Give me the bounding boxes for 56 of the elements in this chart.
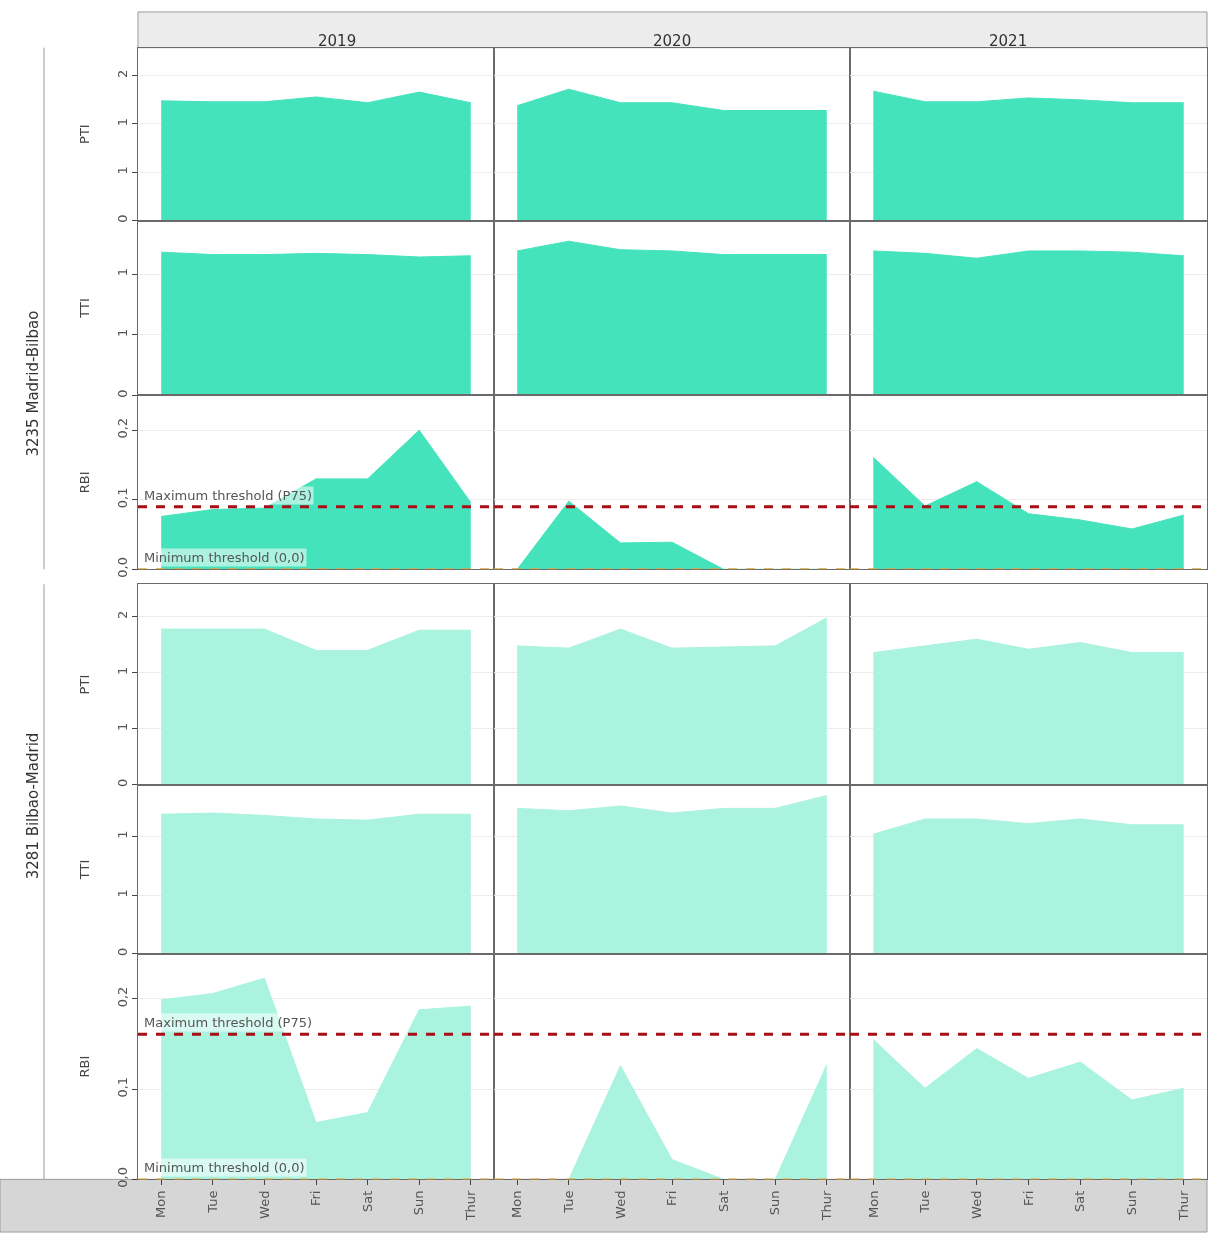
x-tick-label: Wed (612, 1190, 628, 1219)
x-tick-label: Fri (308, 1190, 324, 1207)
y-tick-label: 1 (114, 166, 130, 175)
y-axis-title: PTI (76, 674, 92, 695)
y-tick-label: 1 (114, 889, 130, 898)
y-tick-label: 0,0 (114, 557, 130, 578)
y-axis-title: RBI (76, 1055, 92, 1078)
x-tick-label: Mon (509, 1190, 525, 1218)
y-axis-title: TTI (76, 298, 92, 319)
ref-line-label: Maximum threshold (P75) (144, 488, 313, 503)
x-tick-label: Sun (1124, 1190, 1140, 1216)
y-tick-label: 1 (114, 666, 130, 675)
y-tick-label: 2 (114, 69, 130, 78)
y-tick-label: 0,1 (114, 487, 130, 509)
x-tick-label: Mon (865, 1190, 881, 1218)
y-tick-label: 1 (114, 830, 130, 839)
x-tick-label: Wed (256, 1190, 272, 1219)
x-tick-label: Sat (359, 1190, 375, 1212)
x-tick-label: Sun (411, 1190, 427, 1216)
y-tick-label: 1 (114, 117, 130, 127)
y-tick-label: 2 (114, 610, 130, 619)
y-tick-label: 1 (114, 267, 130, 277)
text: 3281 Bilbao-Madrid (23, 732, 42, 880)
y-tick-label: 0,2 (114, 417, 130, 439)
y-tick-label: 0,1 (114, 1076, 130, 1098)
x-tick-label: Sun (767, 1190, 783, 1216)
y-tick-label: 1 (114, 328, 130, 337)
y-tick-label: 0 (114, 389, 130, 398)
chart-title: 2019 (318, 32, 357, 50)
y-tick-label: 1 (114, 722, 130, 732)
x-tick-label: Tue (561, 1190, 577, 1214)
ref-line-label: Minimum threshold (0,0) (144, 1160, 305, 1175)
x-tick-label: Tue (917, 1190, 933, 1214)
ref-line-label: Maximum threshold (P75) (144, 1015, 313, 1030)
x-tick-label: Thur (463, 1189, 479, 1222)
x-tick-label: Thur (819, 1189, 835, 1222)
x-tick-label: Thur (1175, 1189, 1191, 1222)
ref-line-label: Minimum threshold (0,0) (144, 550, 305, 565)
x-tick-label: Sat (715, 1190, 731, 1212)
chart-title: 2021 (989, 32, 1028, 50)
y-tick-label: 0 (114, 947, 130, 957)
y-axis-title: PTI (76, 124, 92, 144)
x-tick-label: Fri (664, 1190, 680, 1207)
x-tick-label: Wed (968, 1190, 984, 1219)
chart-title: 2020 (653, 32, 692, 50)
x-tick-label: Fri (1020, 1190, 1036, 1207)
y-tick-label: 0,0 (114, 1167, 130, 1188)
y-axis-title: TTI (76, 859, 92, 881)
x-tick-label: Tue (205, 1190, 221, 1214)
text: 3235 Madrid-Bilbao (24, 310, 43, 457)
y-tick-label: 0 (114, 778, 130, 788)
x-tick-label: Mon (153, 1190, 169, 1218)
y-tick-label: 0 (114, 214, 130, 223)
y-tick-label: 0,2 (114, 986, 130, 1008)
y-axis-title: RBI (76, 471, 92, 494)
x-tick-label: Sat (1072, 1190, 1088, 1212)
